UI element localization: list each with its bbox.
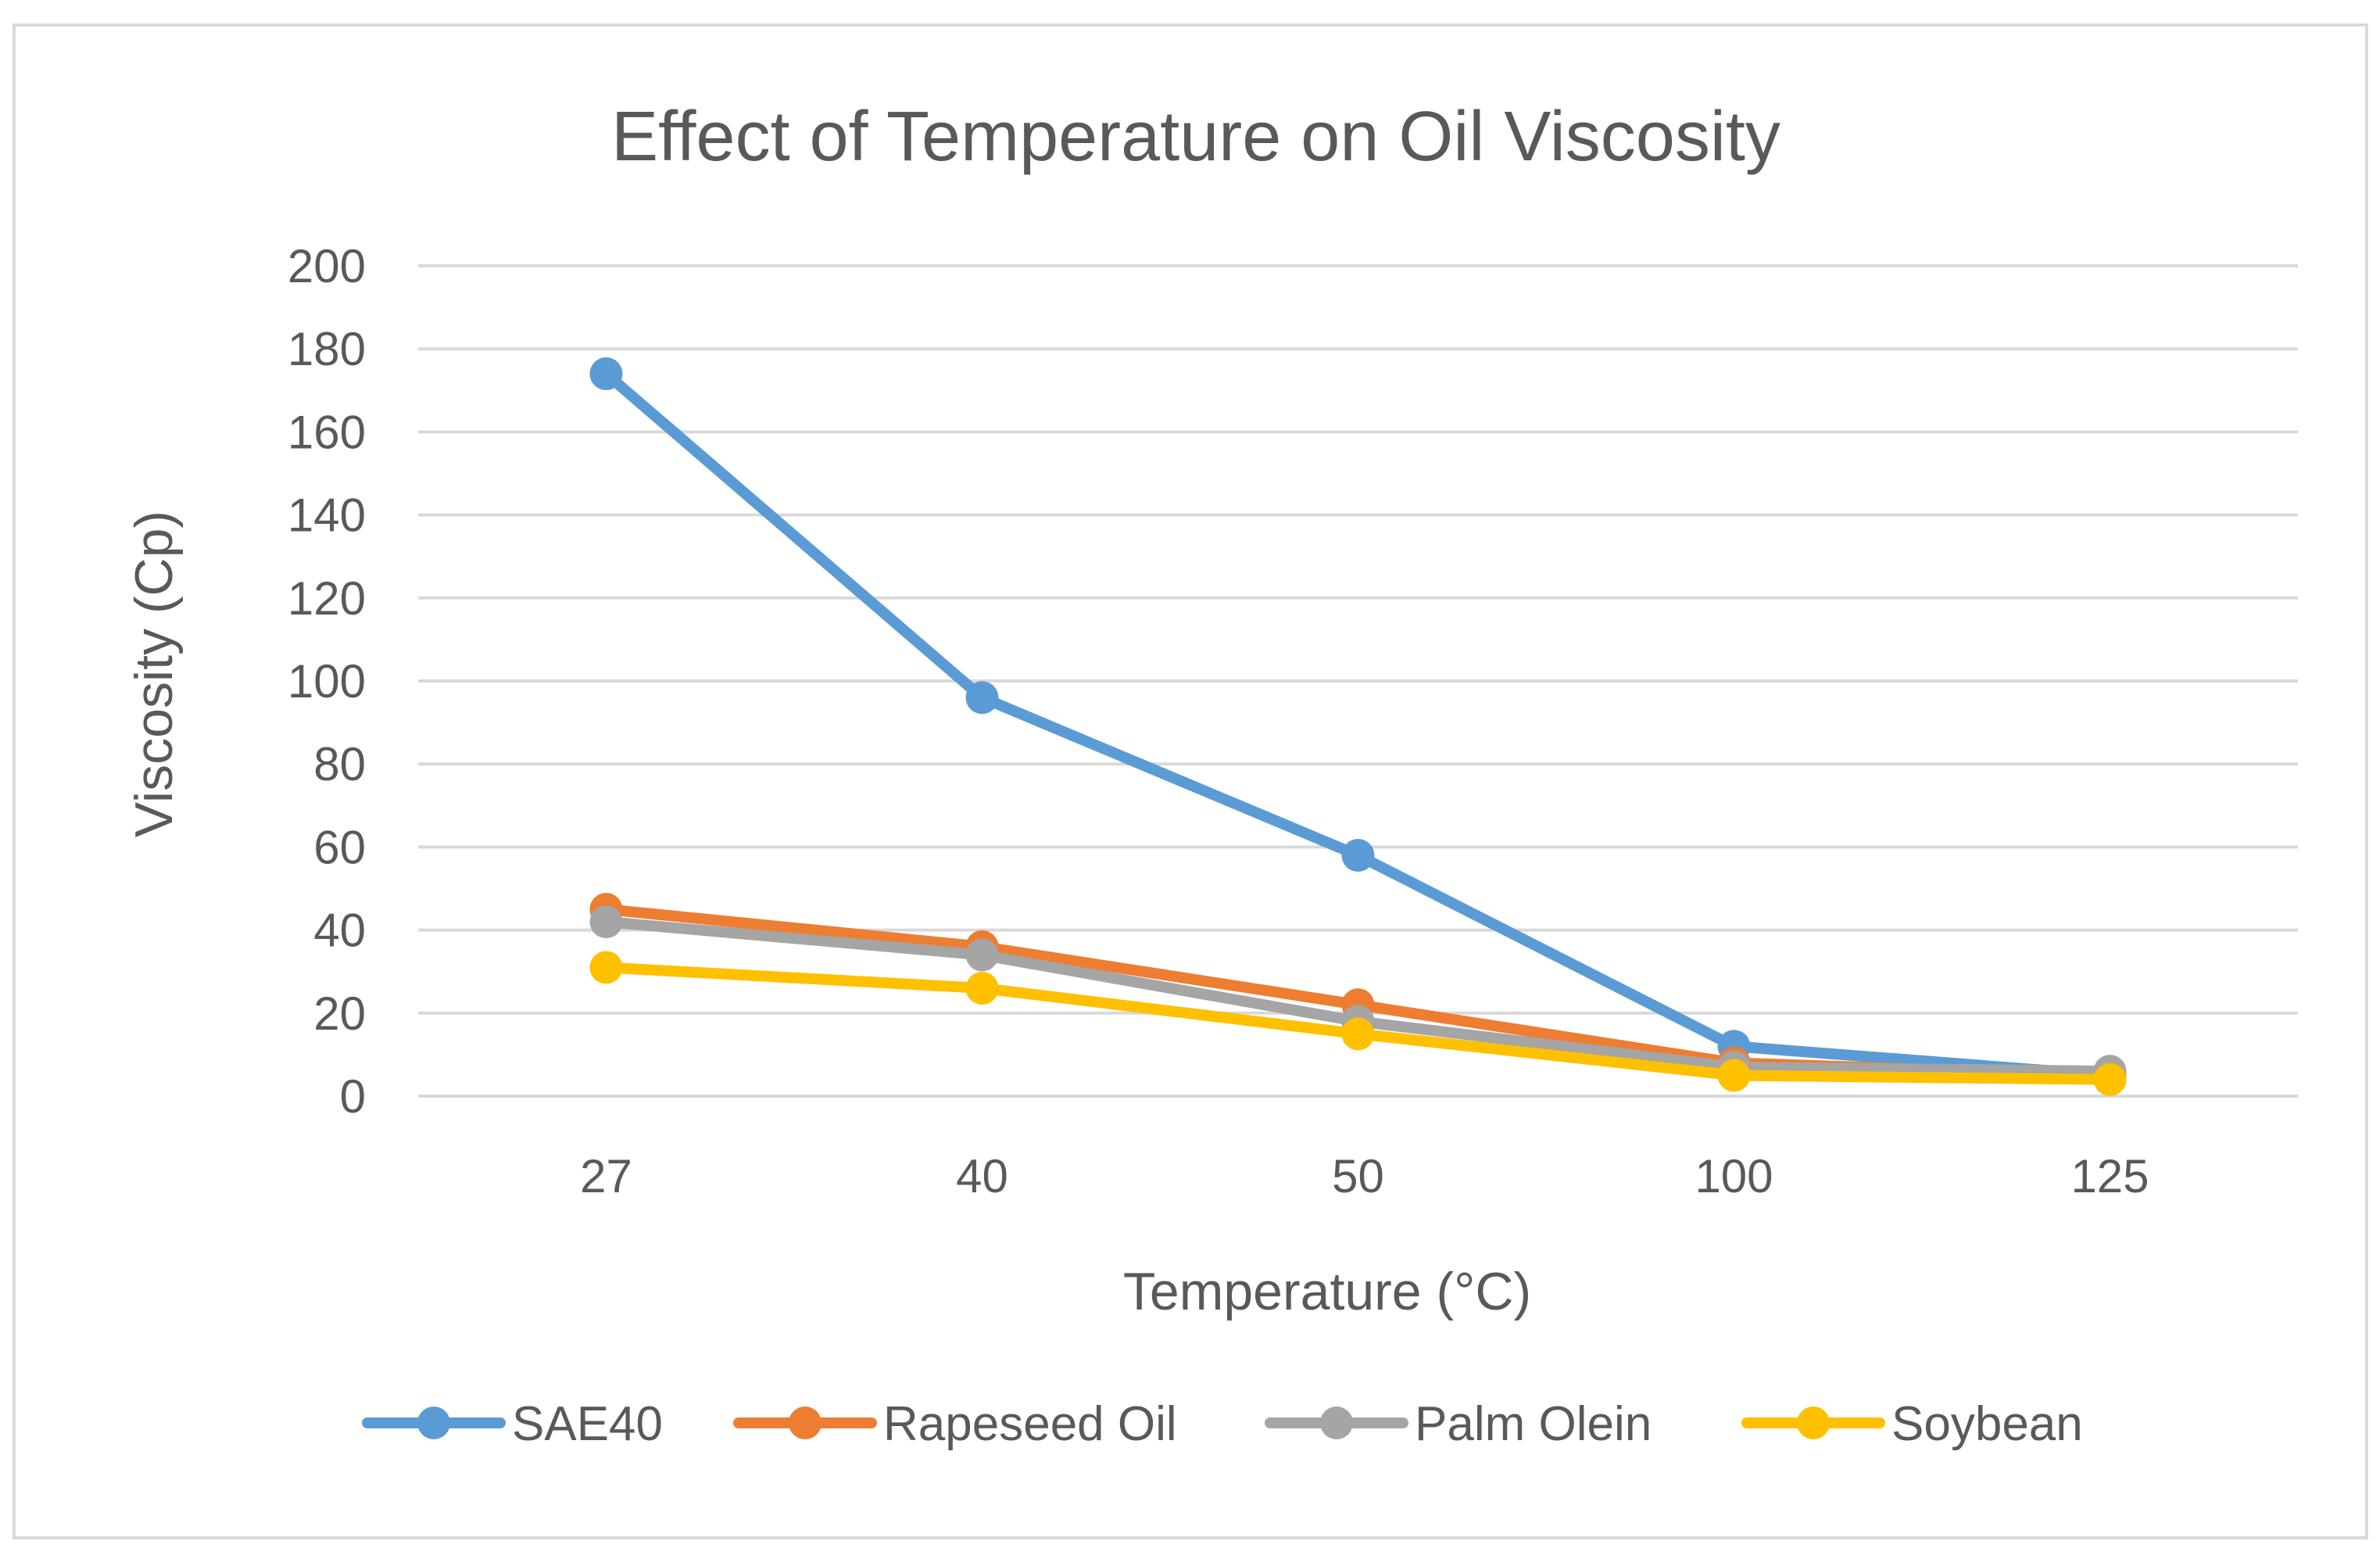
y-tick-label: 160	[288, 406, 366, 458]
y-tick-label: 20	[313, 987, 366, 1040]
legend-label-sae40: SAE40	[512, 1397, 663, 1451]
y-tick-label: 140	[288, 489, 366, 542]
data-point-palm-olein	[965, 938, 999, 972]
y-tick-label: 180	[288, 323, 366, 375]
legend-label-soybean: Soybean	[1891, 1397, 2083, 1451]
x-tick-label: 40	[956, 1150, 1008, 1202]
data-point-soybean	[1717, 1059, 1751, 1092]
x-axis-title: Temperature (°C)	[1123, 1262, 1531, 1321]
data-point-soybean	[1341, 1017, 1375, 1051]
x-tick-label: 100	[1695, 1150, 1773, 1202]
data-point-palm-olein	[589, 905, 623, 938]
data-point-soybean	[965, 971, 999, 1005]
y-tick-label: 0	[340, 1070, 366, 1123]
y-tick-label: 200	[288, 240, 366, 292]
y-tick-label: 80	[313, 738, 366, 790]
x-axis-ticks: 27 40 50 100 125	[580, 1150, 2149, 1202]
x-tick-label: 125	[2070, 1150, 2149, 1202]
data-point-sae40	[1341, 839, 1375, 873]
legend-marker-soybean	[1797, 1407, 1830, 1439]
y-tick-label: 100	[288, 655, 366, 708]
gridlines	[418, 264, 2298, 1098]
legend-marker-rapeseed-oil	[789, 1407, 821, 1439]
y-tick-label: 40	[313, 905, 366, 957]
data-point-sae40	[589, 357, 623, 391]
y-tick-label: 60	[313, 821, 366, 873]
x-tick-label: 50	[1332, 1150, 1384, 1202]
legend-label-rapeseed-oil: Rapeseed Oil	[883, 1397, 1177, 1451]
x-tick-label: 27	[580, 1150, 632, 1202]
legend-marker-sae40	[417, 1407, 450, 1439]
y-axis-title: Viscosity (Cp)	[124, 511, 184, 837]
chart-title: Effect of Temperature on Oil Viscosity	[611, 98, 1781, 176]
legend-label-palm-olein: Palm Olein	[1415, 1397, 1652, 1451]
y-axis-ticks: 0 20 40 60 80 100 120 140 160 180 200	[288, 240, 366, 1123]
series-lines	[589, 357, 2127, 1096]
legend-marker-palm-olein	[1320, 1407, 1353, 1439]
data-point-soybean	[589, 951, 623, 984]
data-point-soybean	[2093, 1063, 2127, 1096]
data-point-sae40	[965, 681, 999, 715]
y-tick-label: 120	[288, 572, 366, 625]
legend: SAE40 Rapeseed Oil Palm Olein Soybean	[362, 1397, 2083, 1451]
